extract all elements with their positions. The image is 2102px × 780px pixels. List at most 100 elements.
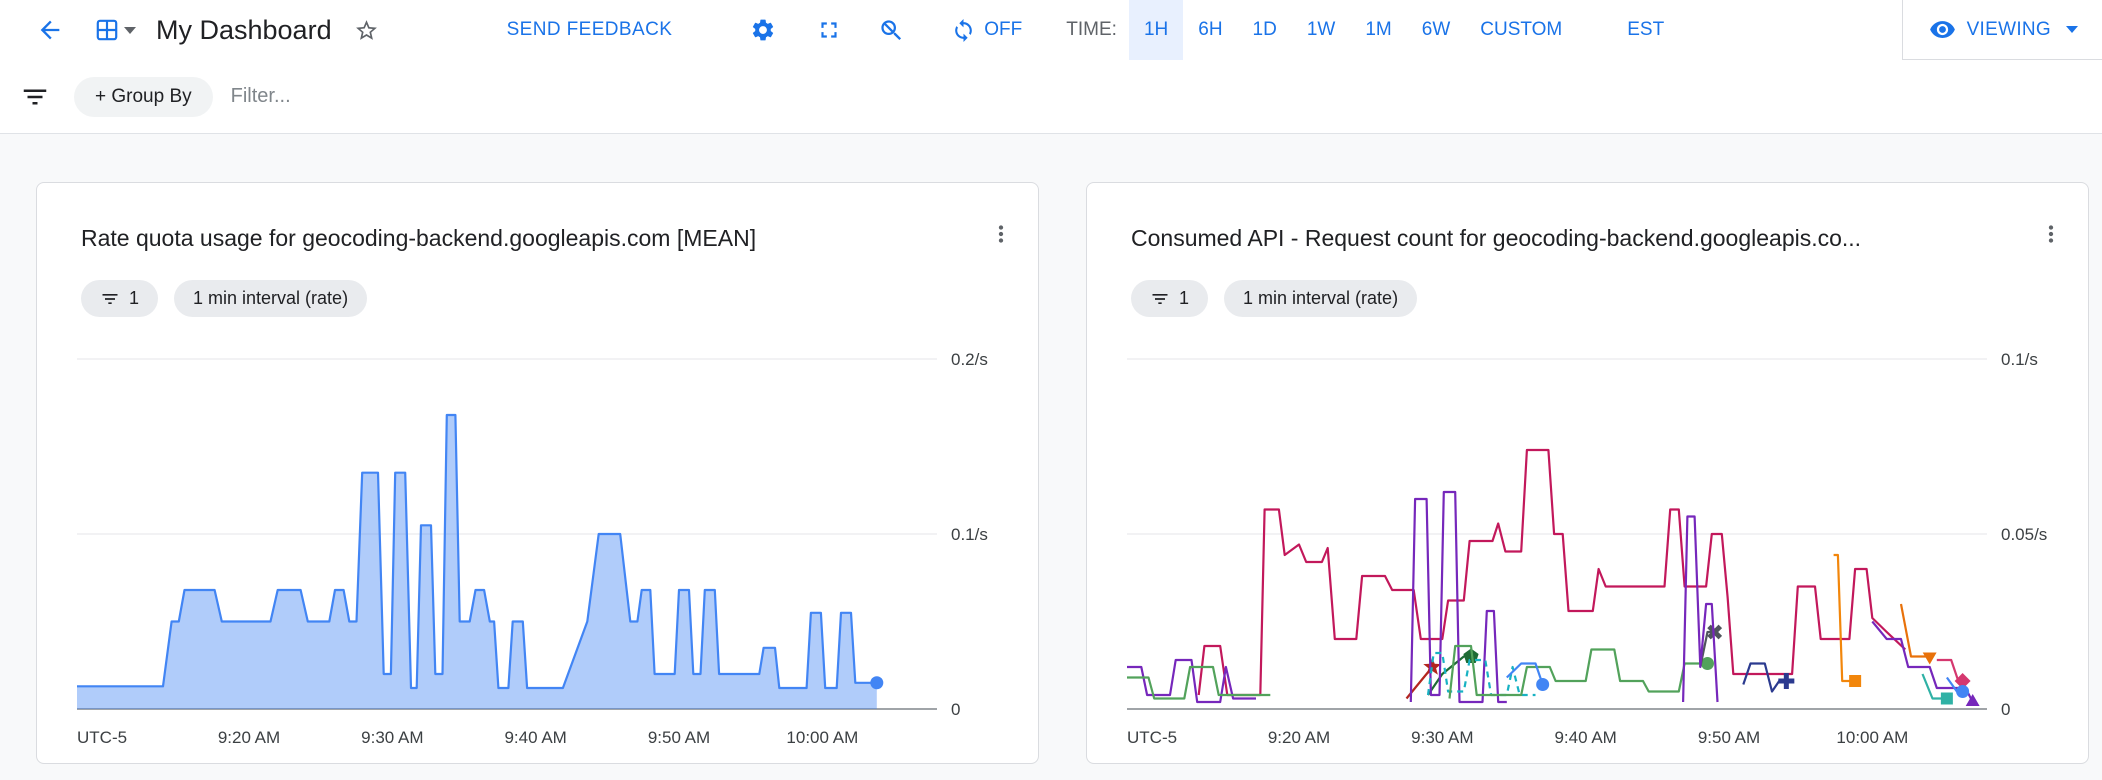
page-title: My Dashboard <box>156 14 332 45</box>
time-range-custom[interactable]: CUSTOM <box>1480 19 1563 40</box>
back-arrow-icon <box>40 20 60 40</box>
x-axis-label: 10:00 AM <box>1836 728 1908 747</box>
caret-down-icon <box>2066 26 2078 33</box>
group-by-chip[interactable]: + Group By <box>74 76 213 117</box>
series-line-rate-quota-usage-mean <box>77 413 877 690</box>
y-axis-label: 0 <box>2001 700 2010 719</box>
series-line-request-count-3 <box>1127 665 1271 700</box>
x-axis-label: 9:40 AM <box>1554 728 1616 747</box>
series-marker-diamond <box>1954 673 1971 689</box>
filter-count-chip[interactable]: 1 <box>81 280 159 317</box>
chart-title: Consumed API - Request count for geocodi… <box>1131 225 1862 251</box>
filter-count: 1 <box>129 288 140 308</box>
consumed-api-chart-canvas[interactable]: 0 0.05/s 0.1/s UTC-5 9:20 AM 9:30 AM 9:40 AM 9:… <box>1127 350 2067 753</box>
back-button[interactable] <box>36 16 64 44</box>
x-axis-label: 10:00 AM <box>786 728 858 747</box>
series-line-request-count-2 <box>1127 658 1256 704</box>
series-marker-plus <box>1778 673 1795 689</box>
filter-toolbar: + Group By <box>0 60 2102 134</box>
time-range-1h[interactable]: 1H <box>1128 0 1184 60</box>
auto-refresh-state: OFF <box>984 19 1023 40</box>
series-marker-circle <box>1536 678 1550 691</box>
x-axis-label: 9:20 AM <box>1268 728 1330 747</box>
series-marker-circle <box>1701 657 1714 670</box>
zoom-disabled-icon <box>881 19 902 40</box>
series-line-request-count-12 <box>1682 515 1719 703</box>
time-range-6h[interactable]: 6H <box>1198 19 1223 40</box>
fullscreen-button[interactable] <box>816 17 842 43</box>
series-marker-square <box>1940 692 1953 705</box>
filter-list-icon <box>23 89 47 104</box>
filter-count: 1 <box>1179 288 1190 308</box>
series-marker-star <box>1423 657 1442 675</box>
timezone-button[interactable]: EST <box>1627 19 1665 40</box>
viewing-dropdown[interactable]: VIEWING <box>1901 0 2102 60</box>
chip-row: 1 1 min interval (rate) <box>77 280 1014 317</box>
dashboard-grid-icon <box>96 19 118 41</box>
series-marker-circle <box>870 676 884 690</box>
filter-input[interactable] <box>230 85 731 108</box>
series-line-request-count-6 <box>1409 490 1507 704</box>
more-options-button[interactable] <box>988 221 1014 247</box>
x-axis-label: UTC-5 <box>1127 728 1177 747</box>
filter-list-icon <box>102 293 118 304</box>
chip-row: 1 1 min interval (rate) <box>1127 280 2064 317</box>
filter-count-chip[interactable]: 1 <box>1131 280 1209 317</box>
series-line-request-count-1 <box>1197 448 1907 697</box>
chart-area: 0 0.1/s 0.2/s UTC-5 9:20 AM 9:30 AM 9:40 AM 9:5… <box>77 350 1017 758</box>
series-marker-triangle-up <box>1965 694 1980 706</box>
eye-icon <box>1929 21 1955 38</box>
dashboard-menu-button[interactable] <box>94 17 136 43</box>
time-range-1m[interactable]: 1M <box>1365 19 1392 40</box>
time-range-1d[interactable]: 1D <box>1252 19 1277 40</box>
auto-refresh-button[interactable]: OFF <box>951 18 1022 43</box>
series-marker-pentagon <box>1463 648 1479 663</box>
filter-list-button[interactable] <box>20 82 50 112</box>
x-axis-label: 9:50 AM <box>648 728 710 747</box>
y-axis-label: 0.1/s <box>951 525 988 544</box>
series-line-request-count-8 <box>1448 644 1708 699</box>
series-line-request-count-11 <box>1742 662 1787 693</box>
series-marker-x <box>1707 624 1723 640</box>
filter-list-icon <box>1152 293 1168 304</box>
chart-card-rate-quota: Rate quota usage for geocoding-backend.g… <box>36 182 1039 764</box>
y-axis-label: 0.05/s <box>2001 525 2047 544</box>
settings-button[interactable] <box>750 17 776 43</box>
more-options-button[interactable] <box>2038 221 2064 247</box>
chart-title: Rate quota usage for geocoding-backend.g… <box>81 225 757 251</box>
area-fill <box>77 415 877 709</box>
x-axis-label: 9:40 AM <box>504 728 566 747</box>
x-axis-label: 9:30 AM <box>1411 728 1473 747</box>
series-marker-triangle-down <box>1922 652 1937 665</box>
chart-card-consumed-api: Consumed API - Request count for geocodi… <box>1086 182 2089 764</box>
series-line-request-count-9 <box>1506 662 1544 685</box>
time-label: TIME: <box>1066 19 1117 40</box>
chart-area: 0 0.05/s 0.1/s UTC-5 9:20 AM 9:30 AM 9:40 AM 9:… <box>1127 350 2067 758</box>
rate-quota-chart-canvas[interactable]: 0 0.1/s 0.2/s UTC-5 9:20 AM 9:30 AM 9:40 AM 9:5… <box>77 350 1017 753</box>
viewing-label: VIEWING <box>1966 18 2051 40</box>
gear-icon <box>753 19 774 41</box>
time-range-6w[interactable]: 6W <box>1421 19 1451 40</box>
y-axis-label: 0 <box>951 700 960 719</box>
time-range-1w[interactable]: 1W <box>1306 19 1336 40</box>
star-button[interactable] <box>354 18 379 43</box>
more-vert-icon <box>2048 225 2054 243</box>
caret-down-icon <box>124 26 136 34</box>
star-outline-icon <box>355 19 377 40</box>
interval-chip[interactable]: 1 min interval (rate) <box>1224 280 1418 317</box>
topbar: My Dashboard SEND FEEDBACK OFF TIME: 1H … <box>0 0 2102 60</box>
time-range-group: 1H 6H 1D 1W 1M 6W CUSTOM <box>1128 0 1577 60</box>
interval-chip[interactable]: 1 min interval (rate) <box>174 280 368 317</box>
series-marker-square <box>1849 675 1862 687</box>
fullscreen-icon <box>821 22 837 38</box>
zoom-button[interactable] <box>878 17 905 44</box>
x-axis-label: 9:50 AM <box>1698 728 1760 747</box>
send-feedback-link[interactable]: SEND FEEDBACK <box>506 19 673 40</box>
x-axis-label: 9:30 AM <box>361 728 423 747</box>
y-axis-label: 0.2/s <box>951 351 988 369</box>
more-vert-icon <box>998 225 1004 243</box>
series-line-request-count-7 <box>1426 651 1536 697</box>
x-axis-label: 9:20 AM <box>218 728 280 747</box>
series-marker-circle <box>1956 685 1970 698</box>
